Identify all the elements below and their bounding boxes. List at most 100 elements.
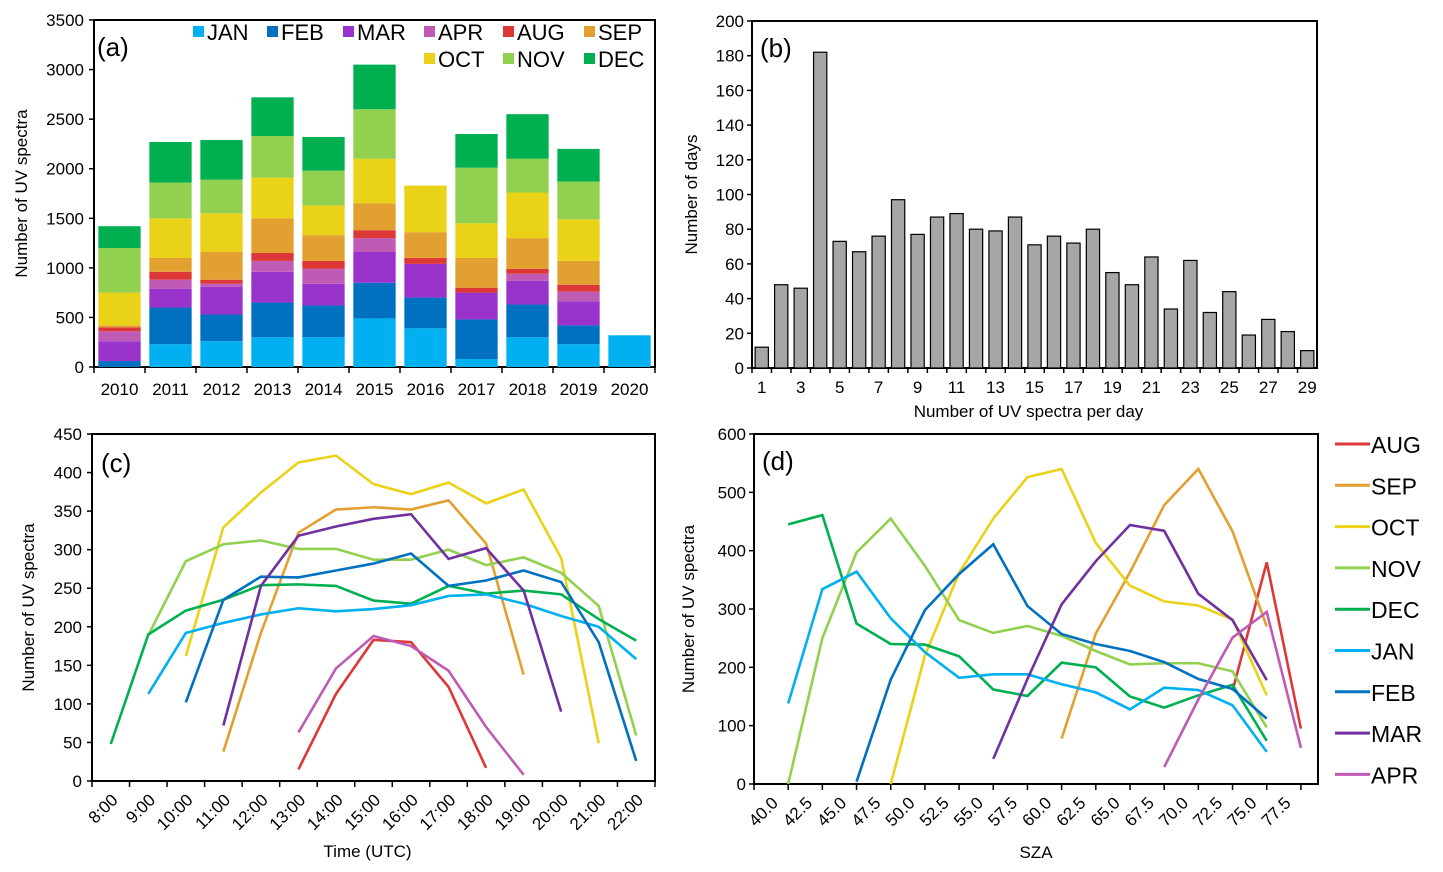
histogram-bar	[871, 235, 886, 369]
series-line-dec	[787, 513, 1268, 742]
histogram-bar	[988, 230, 1003, 369]
histogram-bar	[1027, 244, 1042, 369]
x-tick-label: 11:00	[192, 790, 235, 833]
histogram-bar	[793, 287, 808, 369]
panel-label: (b)	[760, 33, 792, 63]
series-line-dec	[109, 583, 637, 745]
bar-segment-aug	[98, 327, 141, 332]
bar-segment-feb	[506, 304, 549, 338]
x-tick-label: 75.0	[1224, 793, 1261, 830]
x-tick-label: 13:00	[266, 790, 310, 834]
bar-segment-dec	[506, 114, 549, 159]
y-tick-label: 600	[718, 425, 746, 444]
histogram-bar	[1300, 350, 1315, 369]
y-tick-label: 200	[716, 12, 744, 31]
x-tick-label: 17	[1064, 378, 1083, 397]
series-line-jan	[786, 570, 1268, 753]
y-tick-label: 250	[54, 579, 82, 598]
bar-segment-aug	[251, 252, 294, 261]
x-tick-label: 60.0	[1019, 793, 1056, 830]
y-axis-label: Number of UV spectra	[12, 109, 31, 278]
bar-segment-apr	[149, 279, 192, 289]
legend-item: SEP	[584, 20, 642, 45]
x-axis-label: Number of UV spectra per day	[914, 402, 1144, 421]
bar-segment-mar	[455, 292, 498, 320]
legend-item: AUG	[503, 20, 565, 45]
x-tick-label: 20:00	[528, 790, 572, 834]
legend-label: NOV	[1371, 556, 1422, 582]
histogram-bar	[1046, 235, 1062, 369]
y-axis-label: Number of UV spectra	[679, 524, 698, 693]
bar-segment-aug	[404, 257, 447, 264]
legend-label: FEB	[281, 20, 324, 45]
x-tick-label: 8:00	[85, 790, 122, 827]
series-line-sep	[222, 498, 525, 753]
legend-swatch	[584, 53, 595, 64]
histogram-bar	[1202, 311, 1218, 369]
bar-segment-oct	[302, 205, 345, 236]
bar-segment-sep	[353, 203, 396, 231]
histogram-bar	[812, 51, 828, 369]
y-tick-label: 100	[718, 717, 746, 736]
bar-segment-oct	[455, 223, 498, 258]
legend-label: OCT	[438, 47, 484, 72]
plot-frame	[91, 433, 656, 782]
histogram-bar	[1066, 242, 1081, 369]
legend-swatch	[503, 26, 514, 37]
bar-segment-nov	[200, 179, 243, 214]
bar-segment-jan	[404, 328, 447, 367]
x-tick-label: 2020	[611, 380, 649, 399]
bar-segment-nov	[98, 248, 141, 293]
legend-label: APR	[438, 20, 483, 45]
bar-segment-sep	[149, 257, 192, 272]
legend-label: SEP	[1371, 473, 1417, 499]
y-tick-label: 300	[54, 541, 82, 560]
x-tick-label: 11	[948, 378, 966, 397]
bar-segment-jan	[455, 359, 498, 367]
y-tick-label: 100	[716, 186, 744, 205]
x-tick-label: 50.0	[882, 793, 919, 830]
series-line-nov	[786, 516, 1268, 785]
y-tick-label: 200	[718, 658, 746, 677]
bar-segment-mar	[149, 288, 192, 308]
histogram-bar	[1144, 256, 1159, 369]
bar-segment-oct	[353, 158, 396, 204]
legend-label: DEC	[598, 47, 645, 72]
bar-segment-sep	[251, 218, 294, 253]
bar-segment-dec	[302, 136, 345, 171]
bar-segment-dec	[98, 226, 141, 249]
y-tick-label: 50	[63, 733, 82, 752]
x-tick-label: 15:00	[341, 790, 385, 834]
bar-segment-nov	[251, 135, 294, 178]
x-tick-label: 25	[1220, 378, 1239, 397]
legend-swatch	[584, 26, 595, 37]
y-tick-label: 500	[56, 308, 84, 327]
bar-segment-feb	[251, 302, 294, 338]
legend-label: AUG	[1371, 432, 1421, 458]
bar-segment-dec	[200, 139, 243, 180]
bar-segment-feb	[557, 325, 600, 345]
x-tick-label: 52.5	[916, 793, 953, 830]
bar-segment-aug	[557, 284, 600, 292]
x-tick-label: 2019	[560, 380, 598, 399]
series-line-apr	[297, 634, 525, 776]
legend-label: NOV	[517, 47, 565, 72]
bar-segment-jan	[251, 337, 294, 367]
histogram-bar	[773, 284, 789, 369]
y-tick-label: 150	[54, 656, 82, 675]
bar-segment-feb	[302, 305, 345, 338]
bar-segment-mar	[506, 280, 549, 305]
y-tick-label: 60	[725, 255, 744, 274]
histogram-bar	[754, 346, 769, 369]
x-tick-label: 72.5	[1189, 793, 1226, 830]
x-tick-label: 14:00	[303, 790, 347, 834]
x-tick-label: 57.5	[984, 793, 1021, 830]
bar-segment-dec	[149, 141, 192, 183]
bar-segment-aug	[302, 260, 345, 269]
series-line-mar	[992, 523, 1268, 760]
bar-segment-apr	[98, 331, 141, 342]
legend-label: SEP	[598, 20, 642, 45]
histogram-bar	[1163, 308, 1179, 369]
legend-label: MAR	[357, 20, 406, 45]
